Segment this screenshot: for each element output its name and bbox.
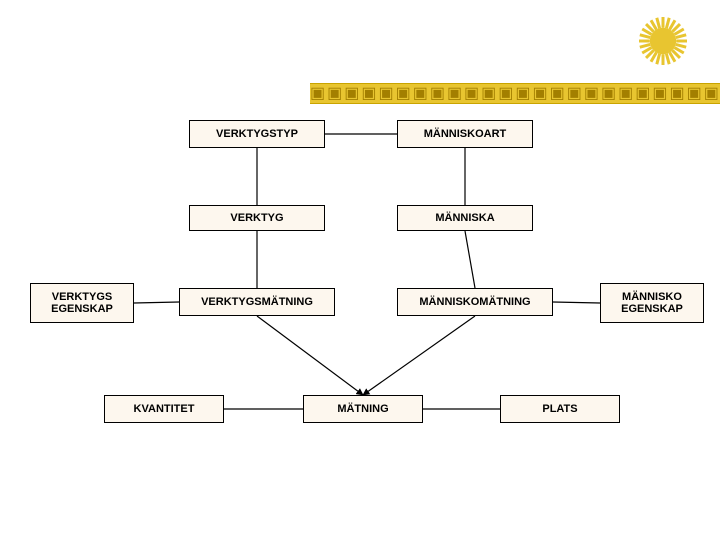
node-label: VERKTYGSMÄTNING <box>201 296 313 308</box>
node-verktygstyp: VERKTYGSTYP <box>189 120 325 148</box>
node-verktyg: VERKTYG <box>189 205 325 231</box>
node-label: MÄNNISKOART <box>424 128 507 140</box>
node-label: MÄNNISKA <box>435 212 494 224</box>
node-label: VERKTYG <box>230 212 283 224</box>
node-plats: PLATS <box>500 395 620 423</box>
node-label: KVANTITET <box>134 403 195 415</box>
node-label: MÄTNING <box>337 403 388 415</box>
node-kvantitet: KVANTITET <box>104 395 224 423</box>
node-label: MÄNNISKOMÄTNING <box>419 296 530 308</box>
node-manniskomatning: MÄNNISKOMÄTNING <box>397 288 553 316</box>
node-label: VERKTYGS EGENSKAP <box>35 291 129 315</box>
node-manniska: MÄNNISKA <box>397 205 533 231</box>
node-mannisko-egenskap: MÄNNISKO EGENSKAP <box>600 283 704 323</box>
node-matning: MÄTNING <box>303 395 423 423</box>
node-manniskoart: MÄNNISKOART <box>397 120 533 148</box>
greek-key-band: ▣▣▣▣▣▣▣▣▣▣▣▣▣▣▣▣▣▣▣▣▣▣▣▣▣▣▣▣▣▣▣▣ <box>310 83 720 104</box>
sun-icon <box>633 11 693 71</box>
node-verktygsmatning: VERKTYGSMÄTNING <box>179 288 335 316</box>
node-verktygs-egenskap: VERKTYGS EGENSKAP <box>30 283 134 323</box>
node-label: MÄNNISKO EGENSKAP <box>605 291 699 315</box>
node-label: VERKTYGSTYP <box>216 128 298 140</box>
greek-key-pattern: ▣▣▣▣▣▣▣▣▣▣▣▣▣▣▣▣▣▣▣▣▣▣▣▣▣▣▣▣▣▣▣▣ <box>310 83 720 103</box>
edges-layer <box>0 0 720 540</box>
node-label: PLATS <box>542 403 577 415</box>
